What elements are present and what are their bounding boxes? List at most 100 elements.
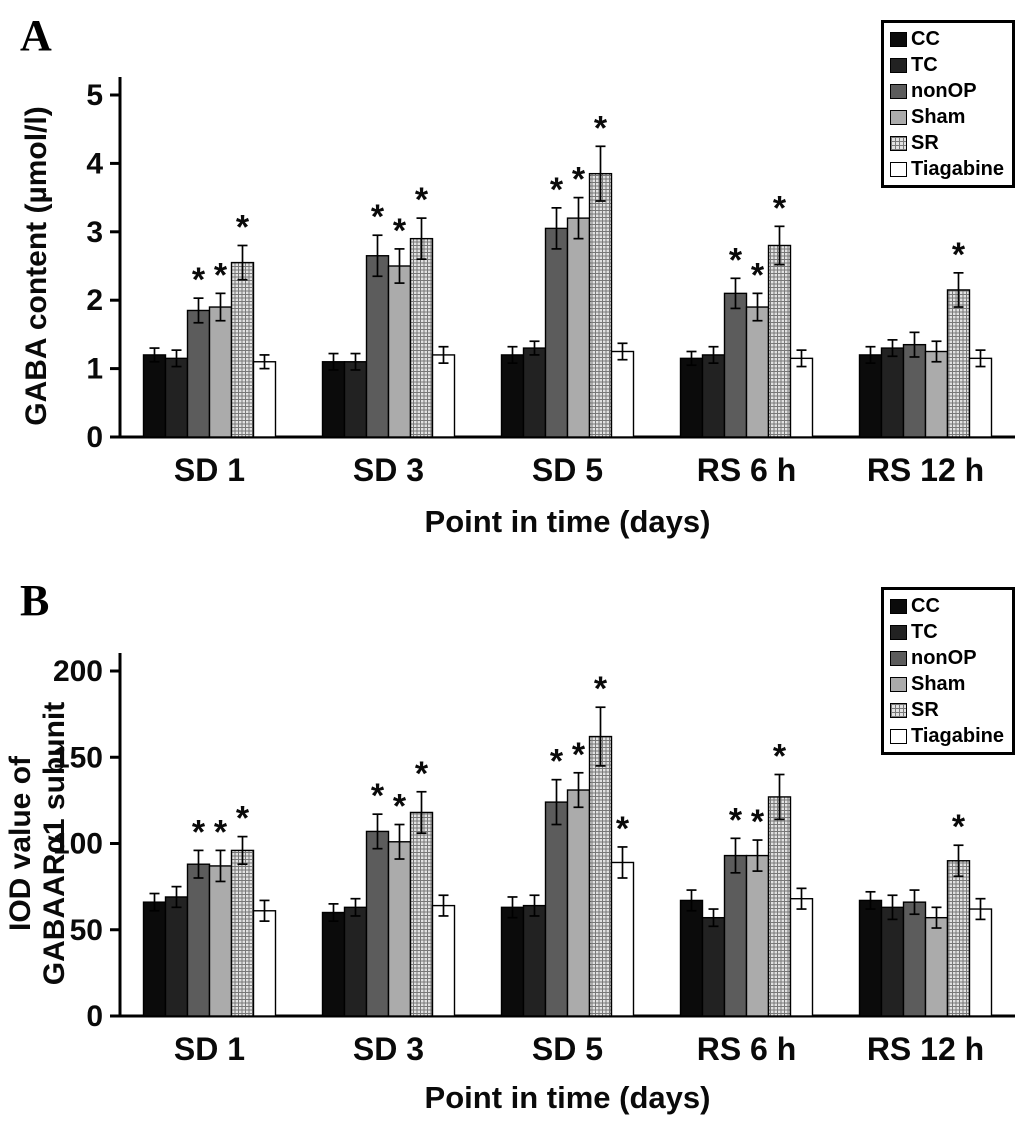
bar-Sham <box>745 854 770 1017</box>
bar-CC <box>679 357 704 438</box>
bar-Sham <box>924 916 949 1017</box>
y-tick-label: 3 <box>86 216 103 249</box>
legend-item-nonop: nonOP <box>890 647 1004 669</box>
x-category-label: SD 5 <box>532 1031 603 1067</box>
bar-Sham <box>924 350 949 438</box>
legend-item-tiagabine: Tiagabine <box>890 725 1004 747</box>
legend-label-tc: TC <box>911 54 938 76</box>
legend-item-tc: TC <box>890 54 1004 76</box>
bar-Sham <box>387 841 412 1017</box>
legend-label-sham: Sham <box>911 673 966 695</box>
bar-TC <box>164 357 189 438</box>
bar-Tiagabine <box>610 861 635 1017</box>
significance-star: * <box>550 171 564 209</box>
bar-nonOP <box>186 309 211 438</box>
bar-TC <box>343 906 368 1017</box>
legend-label-nonop: nonOP <box>911 647 977 669</box>
x-axis-title: Point in time (days) <box>425 1080 711 1115</box>
y-tick-label: 1 <box>86 353 103 386</box>
y-tick-label: 200 <box>53 655 103 688</box>
bar-Tiagabine <box>968 357 993 438</box>
bar-SR <box>409 811 434 1017</box>
significance-star: * <box>594 670 608 708</box>
bar-TC <box>701 916 726 1017</box>
legend-item-tiagabine: Tiagabine <box>890 158 1004 180</box>
bar-TC <box>880 347 905 438</box>
legend-label-cc: CC <box>911 595 940 617</box>
bar-CC <box>500 906 525 1017</box>
x-category-label: SD 3 <box>353 452 424 488</box>
significance-star: * <box>214 256 228 294</box>
bar-CC <box>142 354 167 438</box>
significance-star: * <box>572 161 586 199</box>
legend-swatch-sr <box>890 135 907 151</box>
bar-nonOP <box>902 901 927 1017</box>
legend-label-sr: SR <box>911 132 939 154</box>
panel-b-legend: CC TC nonOP Sham SR Tiagabine <box>881 587 1015 755</box>
legend-item-sr: SR <box>890 699 1004 721</box>
bar-Tiagabine <box>968 908 993 1017</box>
x-category-label: RS 12 h <box>867 452 984 488</box>
bar-nonOP <box>723 292 748 438</box>
bar-CC <box>858 354 883 438</box>
bar-Tiagabine <box>431 904 456 1017</box>
bar-TC <box>701 354 726 438</box>
significance-star: * <box>952 236 966 274</box>
bar-Sham <box>208 306 233 438</box>
bar-Sham <box>387 265 412 438</box>
bar-CC <box>321 911 346 1017</box>
bar-SR <box>767 244 792 438</box>
bar-SR <box>946 289 971 438</box>
bar-nonOP <box>544 227 569 438</box>
x-category-label: RS 6 h <box>697 1031 797 1067</box>
x-category-label: SD 1 <box>174 452 245 488</box>
y-tick-label: 2 <box>86 284 103 317</box>
bar-Tiagabine <box>431 354 456 438</box>
bar-Tiagabine <box>252 910 277 1017</box>
significance-star: * <box>393 212 407 250</box>
bar-nonOP <box>544 801 569 1017</box>
bar-nonOP <box>186 863 211 1017</box>
legend-item-tc: TC <box>890 621 1004 643</box>
legend-label-sham: Sham <box>911 106 966 128</box>
bar-SR <box>588 735 613 1017</box>
legend-swatch-nonop <box>890 650 907 666</box>
bar-Tiagabine <box>610 350 635 438</box>
x-category-label: SD 3 <box>353 1031 424 1067</box>
significance-star: * <box>371 777 385 815</box>
legend-swatch-cc <box>890 31 907 47</box>
legend-swatch-tiagabine <box>890 728 907 744</box>
significance-star: * <box>371 198 385 236</box>
panel-a-letter: A <box>20 11 52 60</box>
significance-star: * <box>236 800 250 838</box>
legend-item-sham: Sham <box>890 673 1004 695</box>
significance-star: * <box>616 810 630 848</box>
significance-star: * <box>236 208 250 246</box>
significance-star: * <box>952 808 966 846</box>
bar-Sham <box>566 217 591 438</box>
significance-star: * <box>773 738 787 776</box>
legend-label-sr: SR <box>911 699 939 721</box>
y-tick-label: 100 <box>53 828 103 861</box>
bar-nonOP <box>902 343 927 438</box>
legend-label-nonop: nonOP <box>911 80 977 102</box>
significance-star: * <box>415 755 429 793</box>
legend-item-cc: CC <box>890 28 1004 50</box>
significance-star: * <box>192 813 206 851</box>
bar-Tiagabine <box>789 898 814 1017</box>
legend-swatch-sham <box>890 676 907 692</box>
significance-star: * <box>751 256 765 294</box>
legend-swatch-tiagabine <box>890 161 907 177</box>
bar-SR <box>230 261 255 438</box>
bar-CC <box>858 899 883 1017</box>
panel-a-legend: CC TC nonOP Sham SR Tiagabine <box>881 20 1015 188</box>
legend-swatch-sr <box>890 702 907 718</box>
bar-SR <box>946 860 971 1017</box>
significance-star: * <box>415 181 429 219</box>
significance-star: * <box>214 813 228 851</box>
bar-Tiagabine <box>789 357 814 438</box>
significance-star: * <box>550 743 564 781</box>
